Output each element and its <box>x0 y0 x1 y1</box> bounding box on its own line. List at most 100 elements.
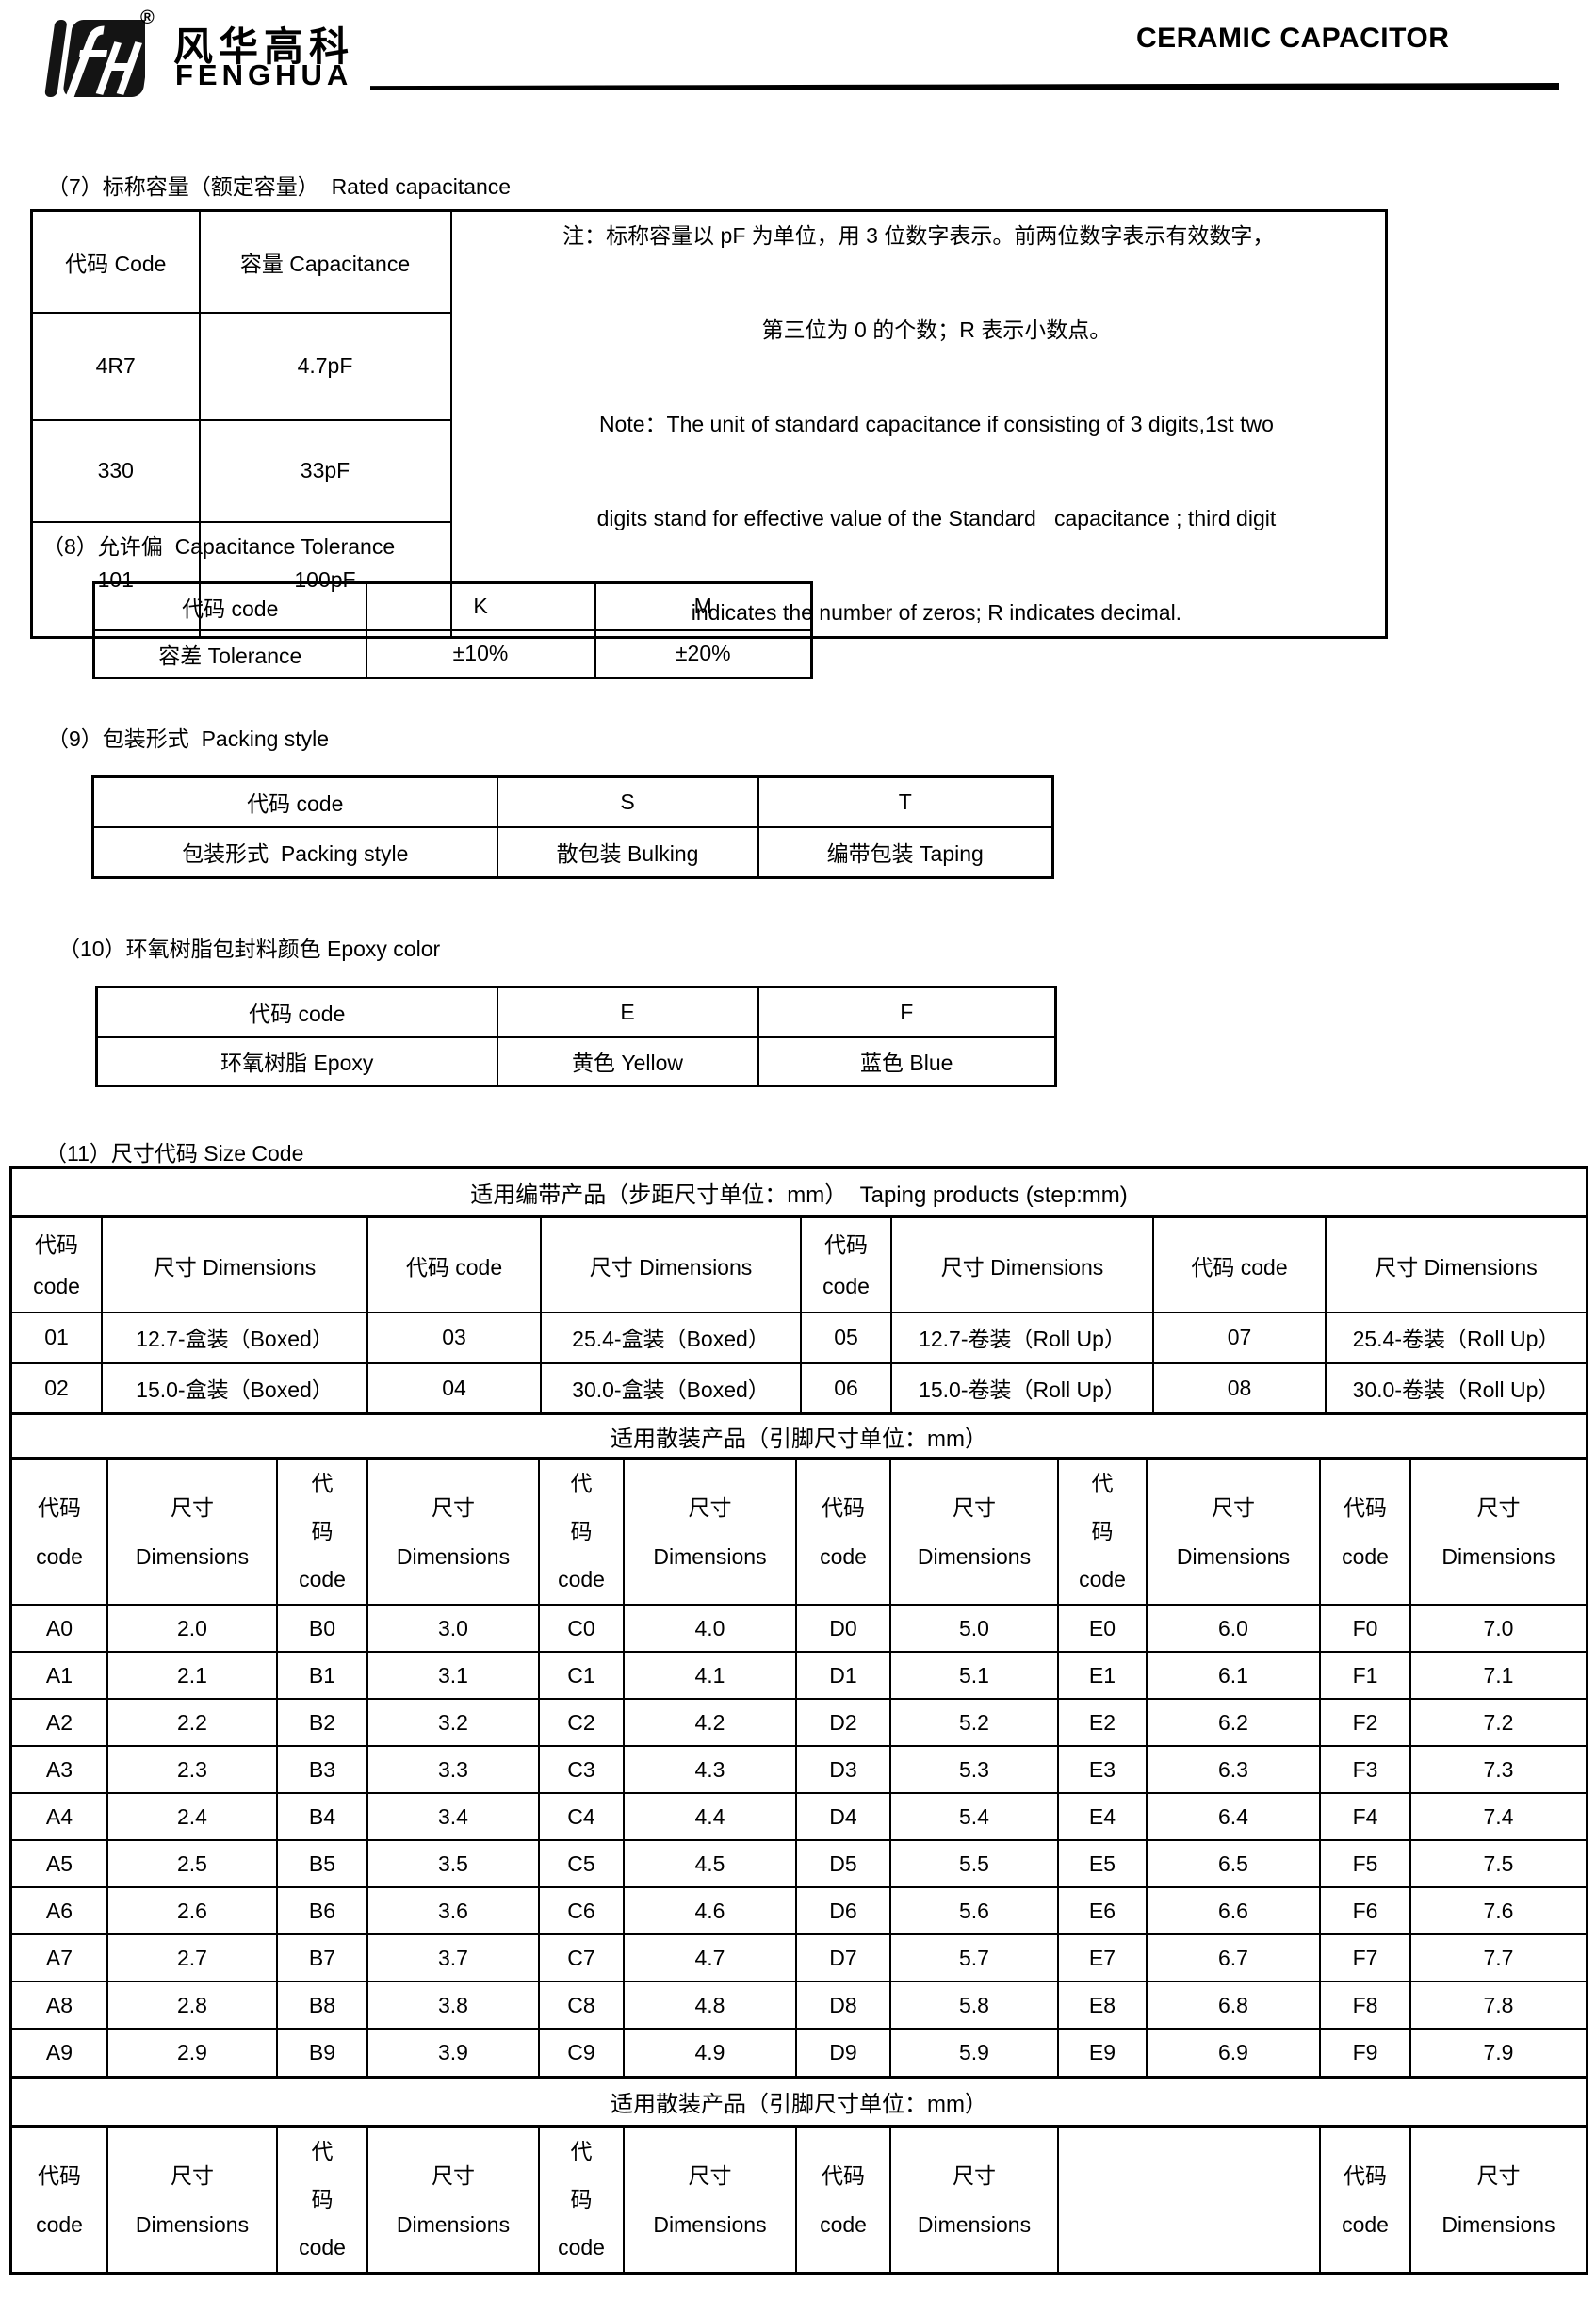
code-header-cell: 代码 code <box>11 2127 108 2273</box>
dimensions-header-cell: 尺寸 Dimensions <box>101 1217 368 1313</box>
dimensions-header-cell: 尺寸 Dimensions <box>106 1459 278 1606</box>
color-cell: 蓝色 Blue <box>757 1036 1057 1087</box>
tolerance-cell: ±20% <box>594 628 813 679</box>
code-cell: 07 <box>1152 1312 1327 1364</box>
code-cell: E8 <box>1057 1981 1148 2030</box>
row-header: 容差 Tolerance <box>92 628 367 679</box>
column-header: 容量 Capacitance <box>198 209 452 314</box>
registered-trademark: ® <box>140 8 155 28</box>
dimension-cell: 2.2 <box>106 1698 278 1747</box>
code-cell: D9 <box>795 2028 891 2077</box>
code-header-cell: 代码 code <box>538 2127 625 2273</box>
dimension-cell: 3.5 <box>366 1839 540 1888</box>
dimension-cell: 4.2 <box>623 1698 797 1747</box>
code-header-cell: 代码 code <box>1057 1459 1148 1606</box>
table-row: 代码 Code 容量 Capacitance 注：标称容量以 pF 为单位，用 … <box>30 209 1388 639</box>
code-cell: E0 <box>1057 1604 1148 1653</box>
code-header-cell: 代码 code <box>1319 2127 1411 2273</box>
epoxy-color-table: 代码 code E F 环氧树脂 Epoxy 黄色 Yellow 蓝色 Blue <box>95 986 1057 1087</box>
code-cell: E5 <box>1057 1839 1148 1888</box>
code-cell: A8 <box>11 1981 108 2030</box>
dimension-cell: 6.9 <box>1146 2028 1321 2077</box>
dimension-cell: 4.1 <box>623 1651 797 1700</box>
dimension-cell: 3.9 <box>366 2028 540 2077</box>
table-row: A4 2.4 B4 3.4 C4 4.4 D4 5.4 E4 6.4 F4 7.4 <box>11 1792 1587 1841</box>
empty-cell <box>1057 2127 1321 2273</box>
dimension-cell: 7.2 <box>1409 1698 1587 1747</box>
code-cell: S <box>496 775 759 828</box>
capacitance-cell: 4.7pF <box>198 311 452 421</box>
dimension-cell: 6.7 <box>1146 1933 1321 1982</box>
code-cell: E4 <box>1057 1792 1148 1841</box>
code-cell: C5 <box>538 1839 625 1888</box>
dimension-cell: 4.8 <box>623 1981 797 2030</box>
dimension-cell: 2.7 <box>106 1933 278 1982</box>
code-cell: C8 <box>538 1981 625 2030</box>
code-cell: F4 <box>1319 1792 1411 1841</box>
code-cell: F6 <box>1319 1886 1411 1935</box>
code-header-cell: 代码 code <box>538 1459 625 1606</box>
dimension-cell: 3.1 <box>366 1651 540 1700</box>
dimension-cell: 3.0 <box>366 1604 540 1653</box>
code-header-cell: 代码 code <box>795 1459 891 1606</box>
dimension-cell: 3.7 <box>366 1933 540 1982</box>
code-cell: F1 <box>1319 1651 1411 1700</box>
dimensions-header-cell: 尺寸 Dimensions <box>540 1217 802 1313</box>
table-row: A0 2.0 B0 3.0 C0 4.0 D0 5.0 E0 6.0 F0 7.0 <box>11 1604 1587 1653</box>
code-cell: C4 <box>538 1792 625 1841</box>
row-header: 环氧树脂 Epoxy <box>95 1036 498 1087</box>
dimension-cell: 6.0 <box>1146 1604 1321 1653</box>
dimension-cell: 30.0-卷装（Roll Up） <box>1325 1362 1587 1413</box>
code-cell: 05 <box>800 1312 892 1364</box>
dimension-cell: 5.2 <box>889 1698 1059 1747</box>
dimension-cell: 2.6 <box>106 1886 278 1935</box>
code-cell: K <box>365 581 596 631</box>
dimension-cell: 7.7 <box>1409 1933 1587 1982</box>
note-line: 注：标称容量以 pF 为单位，用 3 位数字表示。前两位数字表示有效数字， <box>562 223 1275 248</box>
bulk-band-header: 适用散装产品（引脚尺寸单位：mm） <box>12 1412 1586 1460</box>
row-header: 代码 code <box>95 986 498 1038</box>
code-cell: C0 <box>538 1604 625 1653</box>
code-cell: F5 <box>1319 1839 1411 1888</box>
dimensions-header-cell: 尺寸 Dimensions <box>623 1459 797 1606</box>
dimensions-header-cell: 尺寸 Dimensions <box>1409 2127 1587 2273</box>
table-row: 包装形式 Packing style 散包装 Bulking 编带包装 Tapi… <box>91 825 1054 879</box>
code-cell: F3 <box>1319 1745 1411 1794</box>
dimension-cell: 7.5 <box>1409 1839 1587 1888</box>
dimension-cell: 5.3 <box>889 1745 1059 1794</box>
code-header-cell: 代码 code <box>795 2127 891 2273</box>
table-row: A7 2.7 B7 3.7 C7 4.7 D7 5.7 E7 6.7 F7 7.7 <box>11 1933 1587 1982</box>
dimension-cell: 4.0 <box>623 1604 797 1653</box>
code-cell: C3 <box>538 1745 625 1794</box>
dimension-cell: 15.0-盒装（Boxed） <box>101 1362 368 1413</box>
code-cell: D6 <box>795 1886 891 1935</box>
table-row: A9 2.9 B9 3.9 C9 4.9 D9 5.9 E9 6.9 F9 7.9 <box>11 2028 1587 2077</box>
code-cell: 01 <box>11 1312 103 1364</box>
code-cell: D2 <box>795 1698 891 1747</box>
dimensions-header-cell: 尺寸 Dimensions <box>106 2127 278 2273</box>
code-cell: E1 <box>1057 1651 1148 1700</box>
dimension-cell: 25.4-卷装（Roll Up） <box>1325 1312 1587 1364</box>
dimension-cell: 12.7-卷装（Roll Up） <box>890 1312 1154 1364</box>
code-cell: D4 <box>795 1792 891 1841</box>
code-cell: C9 <box>538 2028 625 2077</box>
code-cell: F <box>757 986 1057 1038</box>
code-cell: B4 <box>276 1792 368 1841</box>
table-row: A1 2.1 B1 3.1 C1 4.1 D1 5.1 E1 6.1 F1 7.1 <box>11 1651 1587 1700</box>
code-cell: F0 <box>1319 1604 1411 1653</box>
code-cell: F7 <box>1319 1933 1411 1982</box>
dimension-cell: 3.6 <box>366 1886 540 1935</box>
dimension-cell: 3.2 <box>366 1698 540 1747</box>
code-cell: D8 <box>795 1981 891 2030</box>
code-header-cell: 代码 code <box>11 1217 103 1313</box>
code-cell: A2 <box>11 1698 108 1747</box>
code-cell: B9 <box>276 2028 368 2077</box>
header-rule <box>370 83 1559 90</box>
code-header-cell: 代码 code <box>800 1217 892 1313</box>
code-cell: B3 <box>276 1745 368 1794</box>
code-cell: A0 <box>11 1604 108 1653</box>
dimension-cell: 2.1 <box>106 1651 278 1700</box>
dimension-cell: 3.4 <box>366 1792 540 1841</box>
code-header-cell: 代码 code <box>276 1459 368 1606</box>
dimension-cell: 2.5 <box>106 1839 278 1888</box>
